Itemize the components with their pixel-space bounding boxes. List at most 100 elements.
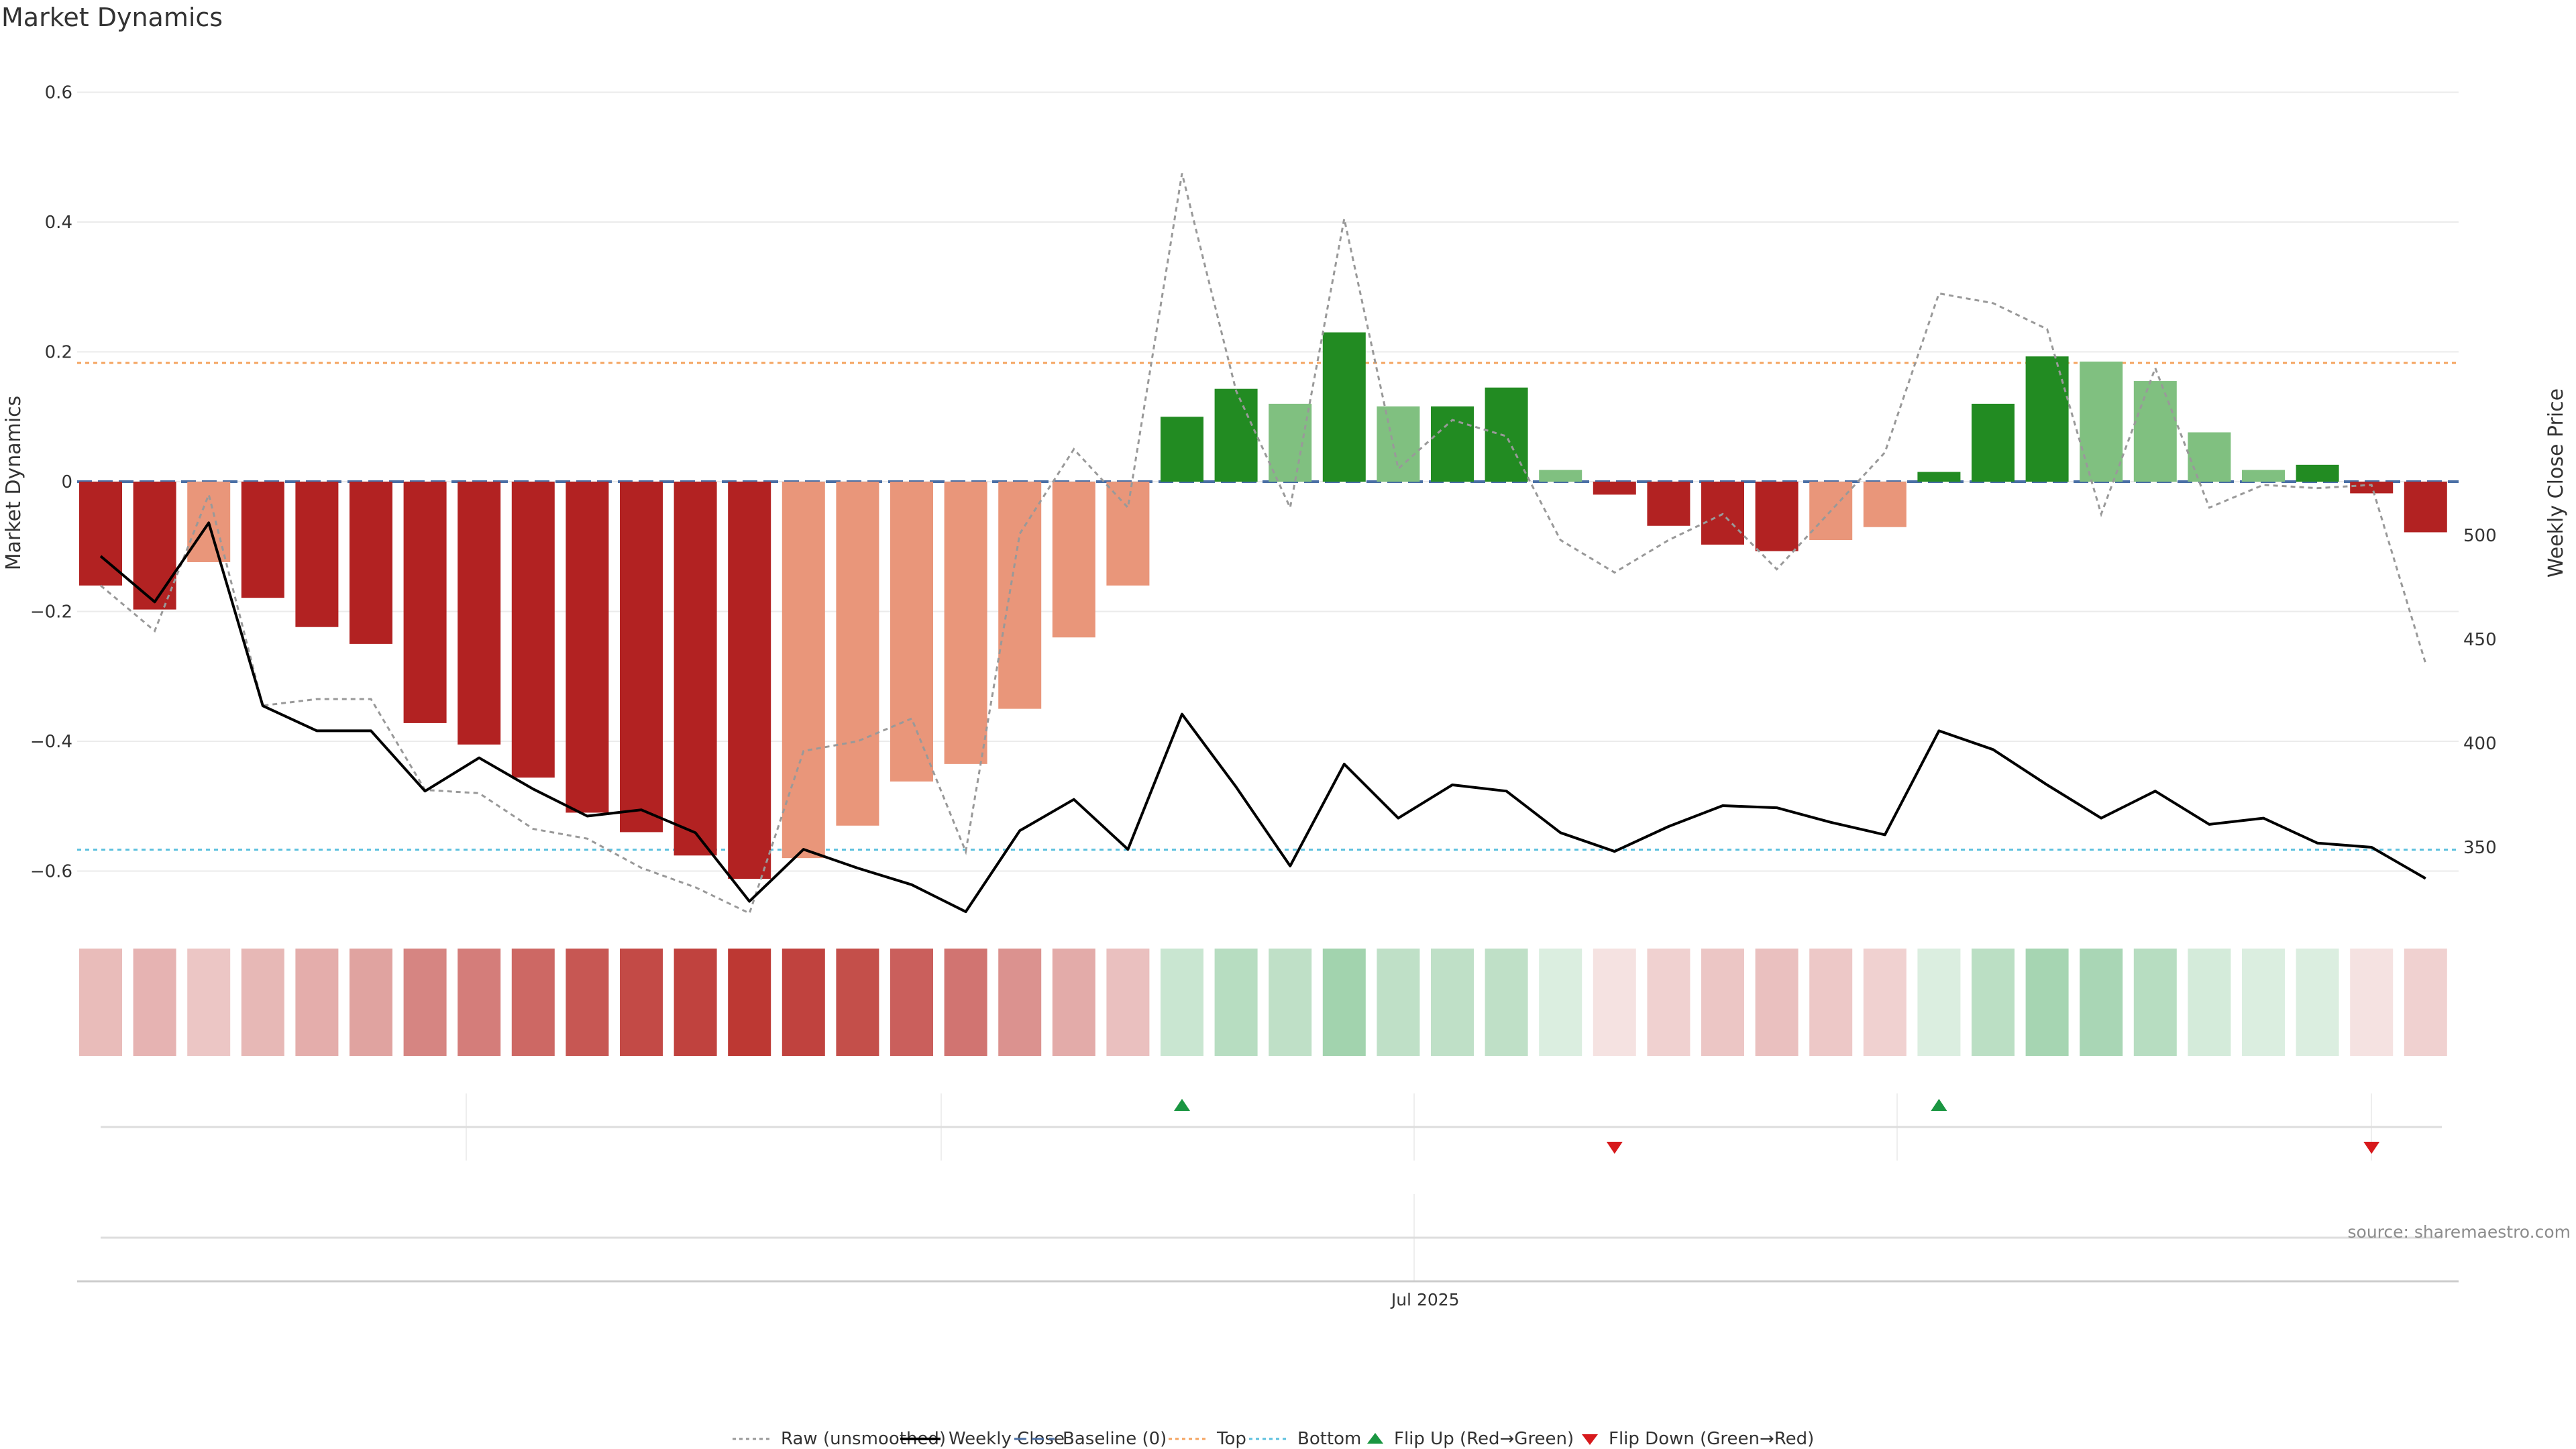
left-tick-label: 0 bbox=[61, 472, 72, 492]
chart-title: Market Dynamics bbox=[1, 3, 223, 32]
bar bbox=[2080, 362, 2123, 482]
flip-panel: Jul 2025 bbox=[77, 1093, 2459, 1309]
bar bbox=[2296, 464, 2339, 482]
bar bbox=[620, 482, 663, 833]
flip-up-marker bbox=[1931, 1099, 1947, 1111]
left-tick-label: −0.2 bbox=[30, 602, 72, 623]
left-tick-label: −0.6 bbox=[30, 862, 72, 882]
legend-label: Bottom bbox=[1297, 1429, 1361, 1449]
bar bbox=[511, 482, 555, 778]
regime-cell bbox=[944, 949, 987, 1056]
legend-flip-up-marker bbox=[1367, 1433, 1383, 1444]
legend-label: Weekly Close bbox=[949, 1429, 1065, 1449]
regime-cell bbox=[782, 949, 825, 1056]
bar bbox=[1593, 482, 1636, 495]
right-tick-label: 450 bbox=[2463, 630, 2497, 650]
bar bbox=[1485, 387, 1528, 482]
legend-label: Baseline (0) bbox=[1063, 1429, 1167, 1449]
bar bbox=[295, 482, 339, 627]
bar bbox=[1972, 403, 2015, 482]
regime-cell bbox=[2080, 949, 2123, 1056]
bar bbox=[458, 482, 501, 745]
legend-label: Flip Up (Red→Green) bbox=[1394, 1429, 1574, 1449]
bar bbox=[2242, 470, 2285, 482]
close-series bbox=[99, 521, 2426, 914]
flip-down-marker bbox=[2363, 1142, 2380, 1154]
bar bbox=[1377, 406, 1420, 482]
right-tick-label: 350 bbox=[2463, 838, 2497, 858]
bar bbox=[1539, 470, 1582, 482]
regime-cell bbox=[566, 949, 609, 1056]
bar bbox=[1322, 332, 1366, 482]
right-axis-label: Weekly Close Price bbox=[2544, 388, 2568, 578]
regime-cell bbox=[350, 949, 392, 1056]
regime-cell bbox=[2025, 949, 2069, 1056]
bar bbox=[1917, 472, 1961, 482]
regime-cell bbox=[458, 949, 501, 1056]
regime-cell bbox=[1214, 949, 1258, 1056]
legend-flip-down-marker bbox=[1582, 1434, 1598, 1445]
bar bbox=[2404, 482, 2447, 533]
regime-cell bbox=[1377, 949, 1420, 1056]
bar bbox=[1647, 482, 1690, 526]
regime-cell bbox=[1322, 949, 1366, 1056]
regime-cell bbox=[403, 949, 447, 1056]
regime-cell bbox=[1863, 949, 1907, 1056]
regime-cell bbox=[79, 949, 122, 1056]
bar bbox=[2025, 356, 2069, 482]
regime-cell bbox=[2296, 949, 2339, 1056]
regime-cell bbox=[2133, 949, 2177, 1056]
bar bbox=[350, 482, 392, 644]
regime-cell bbox=[1485, 949, 1528, 1056]
bar bbox=[890, 482, 933, 782]
regime-cell bbox=[2350, 949, 2394, 1056]
left-tick-label: 0.6 bbox=[45, 83, 72, 103]
regime-cell bbox=[998, 949, 1042, 1056]
source-note: source: sharemaestro.com bbox=[2347, 1222, 2571, 1242]
regime-cell bbox=[1809, 949, 1853, 1056]
left-tick-label: −0.4 bbox=[30, 732, 72, 752]
bar bbox=[1755, 482, 1799, 551]
regime-cell bbox=[187, 949, 231, 1056]
regime-cell bbox=[890, 949, 933, 1056]
regime-cell bbox=[620, 949, 663, 1056]
legend-label: Flip Down (Green→Red) bbox=[1609, 1429, 1814, 1449]
bar bbox=[1863, 482, 1907, 527]
regime-cell bbox=[1701, 949, 1744, 1056]
axes: Market Dynamics 0.6 0.4 0.2 0 −0.2 −0.4 −0.6 Wee… bbox=[2, 83, 2568, 882]
regime-cell bbox=[2188, 949, 2231, 1056]
regime-cell bbox=[1972, 949, 2015, 1056]
bar bbox=[674, 482, 717, 856]
regime-cell bbox=[1917, 949, 1961, 1056]
regime-cell bbox=[511, 949, 555, 1056]
x-tick-label: Jul 2025 bbox=[1390, 1290, 1460, 1309]
bar bbox=[782, 482, 825, 859]
regime-cell bbox=[2242, 949, 2285, 1056]
regime-cell bbox=[1052, 949, 1095, 1056]
regime-cell bbox=[241, 949, 284, 1056]
bar bbox=[1052, 482, 1095, 638]
regime-cell bbox=[2404, 949, 2447, 1056]
regime-cell bbox=[674, 949, 717, 1056]
bar bbox=[944, 482, 987, 764]
regime-cell bbox=[728, 949, 771, 1056]
bar bbox=[1431, 406, 1474, 482]
bar bbox=[836, 482, 879, 826]
flip-down-marker bbox=[1606, 1142, 1623, 1154]
bar bbox=[403, 482, 447, 723]
regime-cell bbox=[1161, 949, 1203, 1056]
raw-series bbox=[100, 173, 2427, 915]
bar bbox=[241, 482, 284, 598]
left-tick-label: 0.4 bbox=[45, 213, 72, 233]
bar bbox=[998, 482, 1042, 709]
bar bbox=[1161, 417, 1203, 482]
bar bbox=[1214, 388, 1258, 482]
bar bbox=[2188, 432, 2231, 482]
right-tick-label: 400 bbox=[2463, 734, 2497, 754]
regime-strip bbox=[79, 949, 2447, 1056]
regime-cell bbox=[1647, 949, 1690, 1056]
regime-cell bbox=[295, 949, 339, 1056]
regime-cell bbox=[1539, 949, 1582, 1056]
